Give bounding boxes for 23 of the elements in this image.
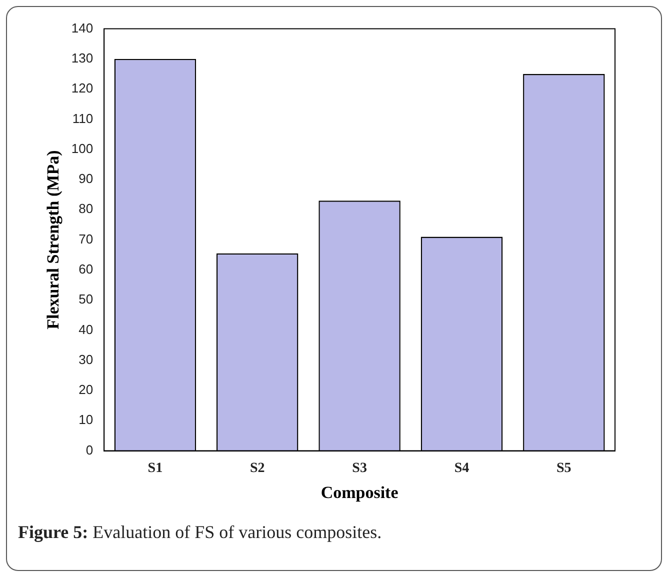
x-axis-title: Composite [320, 483, 399, 502]
y-tick-label: 120 [71, 80, 94, 96]
y-tick-label: 140 [71, 20, 94, 36]
y-tick-label: 30 [78, 352, 94, 367]
caption: Figure 5: Evaluation of FS of various composites. [18, 522, 382, 543]
y-tick-label: 20 [78, 382, 94, 398]
y-tick-label: 100 [71, 140, 94, 156]
y-tick-label: 70 [78, 231, 94, 246]
y-axis-title: Flexural Strength (MPa) [44, 150, 63, 330]
y-tick-label: 80 [78, 201, 94, 216]
y-tick-label: 130 [71, 50, 94, 66]
y-tick-label: 60 [78, 262, 94, 277]
x-tick-label: S5 [556, 460, 572, 476]
x-tick-label: S3 [352, 460, 367, 476]
y-tick-label: 50 [78, 292, 94, 307]
y-tick-label: 10 [78, 412, 94, 428]
y-tick-label: 40 [78, 322, 94, 337]
x-tick-label: S2 [250, 460, 265, 476]
y-tick-label: 110 [72, 110, 94, 126]
x-tick-label: S4 [454, 460, 470, 476]
x-tick-label: S1 [148, 460, 163, 476]
y-tick-label: 0 [86, 442, 94, 458]
y-tick-label: 90 [78, 171, 94, 186]
